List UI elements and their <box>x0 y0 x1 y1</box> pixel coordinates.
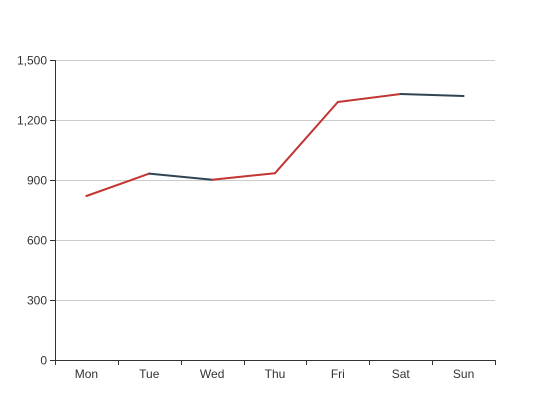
label-layer: 0 300 600 900 1,200 1,500 Mon Tue Wed Thu Fri Sat Su… <box>17 54 474 382</box>
series-segment-down <box>399 93 465 97</box>
x-tick-label: Sun <box>453 367 474 381</box>
y-tick-label: 600 <box>27 234 47 248</box>
x-tick-label: Thu <box>265 367 286 381</box>
series-segment-up <box>211 172 276 181</box>
y-tick-label: 300 <box>27 294 47 308</box>
y-tick-label: 1,200 <box>17 114 47 128</box>
series-layer <box>85 93 465 197</box>
series-segment-up <box>85 172 151 197</box>
x-tick-label: Mon <box>75 367 98 381</box>
y-tick-label: 1,500 <box>17 54 47 68</box>
x-tick-label: Fri <box>331 367 345 381</box>
x-tick-label: Sat <box>392 367 411 381</box>
series-segment-down <box>148 172 214 181</box>
y-tick-label: 900 <box>27 174 47 188</box>
series-segment-up <box>274 101 339 175</box>
series-segment-up <box>336 93 402 103</box>
axis-layer <box>50 60 496 365</box>
x-tick-label: Tue <box>139 367 160 381</box>
y-tick-label: 0 <box>40 354 47 368</box>
x-tick-label: Wed <box>200 367 224 381</box>
grid-layer <box>55 60 495 301</box>
